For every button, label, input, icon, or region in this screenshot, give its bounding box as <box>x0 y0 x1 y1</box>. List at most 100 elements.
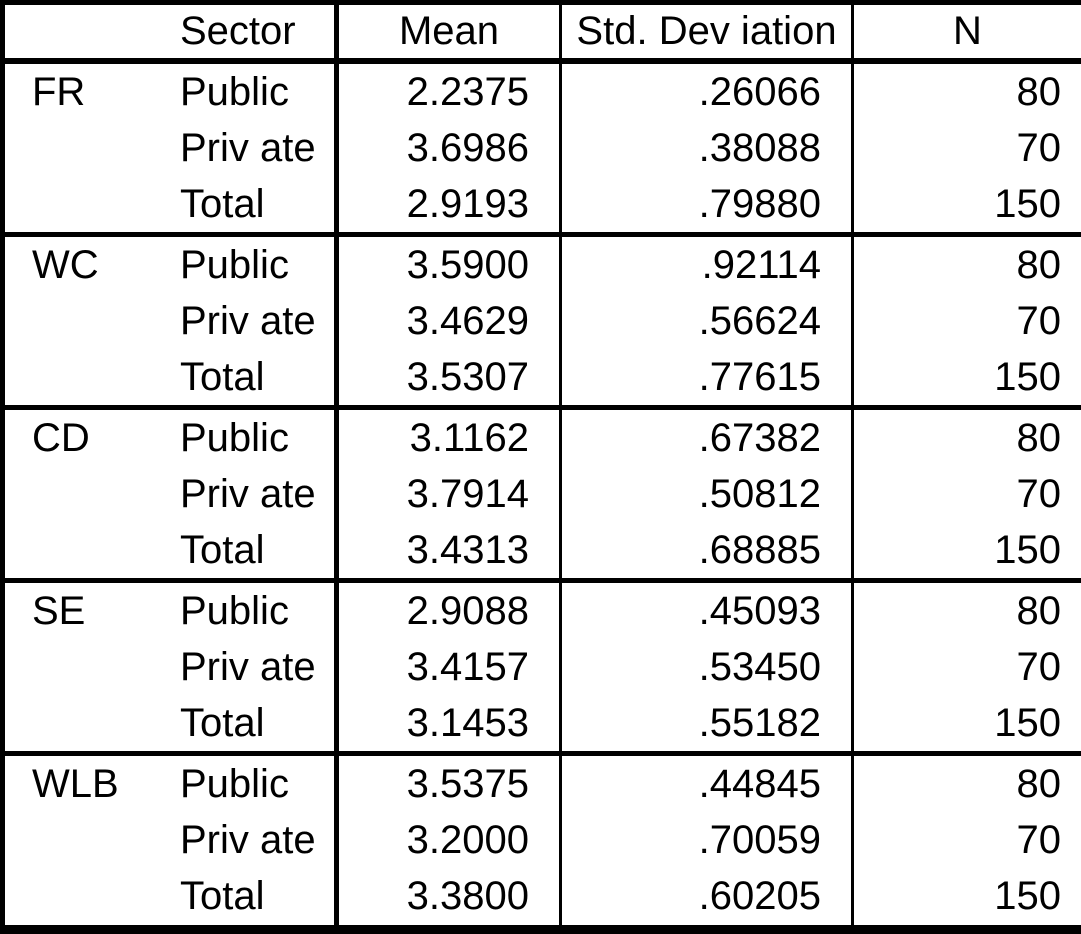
mean-header: Mean <box>336 2 562 64</box>
std-deviation-cell: .77615 <box>560 348 854 408</box>
mean-cell: 3.6986 <box>336 120 562 176</box>
std-deviation-cell: .70059 <box>560 812 854 868</box>
table-row: Priv ate 3.4629.56624 70 <box>2 293 1081 349</box>
row-label-cell: SE Public <box>2 577 339 640</box>
std-deviation-cell: .26066 <box>560 58 854 121</box>
group-label: WLB <box>32 762 119 807</box>
std-deviation-cell: .50812 <box>560 466 854 522</box>
row-label-cell: Total <box>2 867 339 930</box>
mean-cell: 3.4157 <box>336 639 562 695</box>
group-label: CD <box>32 416 90 461</box>
row-label-cell: Total <box>2 694 339 754</box>
std-deviation-cell: .55182 <box>560 694 854 754</box>
sector-label: Total <box>180 874 265 919</box>
n-cell: 80 <box>852 577 1081 640</box>
mean-cell: 3.5900 <box>336 231 562 294</box>
std-deviation-cell: .60205 <box>560 867 854 930</box>
sector-label: Priv ate <box>180 298 316 343</box>
sector-header: Sector <box>180 9 296 54</box>
n-cell: 150 <box>994 874 1061 919</box>
n-cell: 80 <box>852 404 1081 467</box>
table-row: CD Public 3.1162.67382 80 <box>2 404 1081 467</box>
row-label-cell: Priv ate <box>2 812 339 868</box>
mean-cell: 3.5375 <box>336 751 562 813</box>
sector-label: Total <box>180 354 265 399</box>
sector-label: Priv ate <box>180 471 316 516</box>
n-cell: 70 <box>1016 818 1062 863</box>
mean-cell: 3.4629 <box>336 293 562 349</box>
n-cell: 150 <box>994 181 1061 226</box>
n-cell: 70 <box>1016 125 1062 170</box>
group-label: SE <box>32 589 86 634</box>
mean-cell: 3.1162 <box>336 404 562 467</box>
table-row: WC Public 3.5900.92114 80 <box>2 231 1081 294</box>
group-label: WC <box>32 242 99 287</box>
sector-label: Total <box>180 181 265 226</box>
sector-label: Priv ate <box>180 125 316 170</box>
table-row: Priv ate 3.2000.70059 70 <box>2 812 1081 868</box>
n-cell: 80 <box>852 58 1081 121</box>
table-row: Priv ate 3.6986.38088 70 <box>2 120 1081 176</box>
table-body: FR Public 2.2375.26066 80 Priv ate 3.6986.380… <box>2 58 1081 930</box>
std-deviation-cell: .67382 <box>560 404 854 467</box>
sector-label: Public <box>180 69 289 114</box>
table-row: Total 2.9193.79880 150 <box>2 175 1081 235</box>
mean-cell: 3.7914 <box>336 466 562 522</box>
header-row: Sector Mean Std. Dev iation N <box>2 2 1081 64</box>
sector-label: Public <box>180 416 289 461</box>
std-deviation-cell: .79880 <box>560 175 854 235</box>
mean-cell: 3.5307 <box>336 348 562 408</box>
table-row: Total 3.3800.60205 150 <box>2 867 1081 930</box>
row-label-cell: Priv ate <box>2 639 339 695</box>
mean-cell: 2.2375 <box>336 58 562 121</box>
row-label-cell: WC Public <box>2 231 339 294</box>
sector-label: Total <box>180 700 265 745</box>
n-cell: 80 <box>852 751 1081 813</box>
std-deviation-cell: .56624 <box>560 293 854 349</box>
sector-label: Public <box>180 589 289 634</box>
sector-label: Priv ate <box>180 644 316 689</box>
row-label-cell: Total <box>2 348 339 408</box>
std-deviation-cell: .92114 <box>560 231 854 294</box>
std-deviation-cell: .68885 <box>560 521 854 581</box>
mean-cell: 3.4313 <box>336 521 562 581</box>
row-group-header-cell: Sector <box>2 2 339 64</box>
std-deviation-cell: .38088 <box>560 120 854 176</box>
sector-label: Public <box>180 242 289 287</box>
mean-cell: 2.9088 <box>336 577 562 640</box>
n-cell: 70 <box>1016 298 1062 343</box>
n-cell: 80 <box>852 231 1081 294</box>
group-label: FR <box>32 69 86 114</box>
table-row: WLB Public 3.5375.44845 80 <box>2 751 1081 813</box>
sector-label: Public <box>180 762 289 807</box>
table-row: Total 3.4313.68885 150 <box>2 521 1081 581</box>
table-row: Total 3.5307.77615 150 <box>2 348 1081 408</box>
mean-cell: 3.2000 <box>336 812 562 868</box>
row-label-cell: Total <box>2 175 339 235</box>
std-deviation-cell: .45093 <box>560 577 854 640</box>
row-label-cell: FR Public <box>2 58 339 121</box>
sector-label: Priv ate <box>180 818 316 863</box>
mean-cell: 3.3800 <box>336 867 562 930</box>
std-deviation-header: Std. Dev iation <box>560 2 854 64</box>
mean-cell: 2.9193 <box>336 175 562 235</box>
row-label-cell: Priv ate <box>2 466 339 522</box>
row-label-cell: Total <box>2 521 339 581</box>
n-cell: 150 <box>994 700 1061 745</box>
table-row: Priv ate 3.4157.53450 70 <box>2 639 1081 695</box>
n-cell: 150 <box>994 354 1061 399</box>
n-header: N <box>852 2 1081 64</box>
row-label-cell: Priv ate <box>2 293 339 349</box>
row-label-cell: Priv ate <box>2 120 339 176</box>
n-cell: 150 <box>994 527 1061 572</box>
std-deviation-cell: .53450 <box>560 639 854 695</box>
table-row: SE Public 2.9088.45093 80 <box>2 577 1081 640</box>
table-row: Priv ate 3.7914.50812 70 <box>2 466 1081 522</box>
std-deviation-cell: .44845 <box>560 751 854 813</box>
n-cell: 70 <box>1016 471 1062 516</box>
table-row: Total 3.1453.55182 150 <box>2 694 1081 754</box>
n-cell: 70 <box>1016 644 1062 689</box>
row-label-cell: WLB Public <box>2 751 339 813</box>
row-label-cell: CD Public <box>2 404 339 467</box>
